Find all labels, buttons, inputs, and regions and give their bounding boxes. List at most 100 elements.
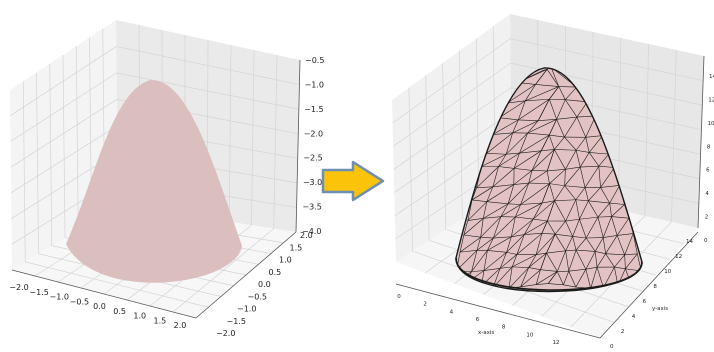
mesh-edge xyxy=(590,267,598,289)
mesh-edge xyxy=(575,187,586,200)
mesh-edge xyxy=(554,200,566,222)
mesh-edge xyxy=(563,271,570,285)
grid-line xyxy=(392,38,511,124)
mesh-edge xyxy=(508,267,529,289)
mesh-edge xyxy=(579,219,587,239)
mesh-edge xyxy=(482,201,488,219)
mesh-edge xyxy=(575,237,587,251)
mesh-edge xyxy=(554,185,565,201)
right-z-tick-2: 4 xyxy=(705,191,709,197)
mesh-edge xyxy=(492,166,499,187)
grid-line xyxy=(394,111,512,193)
mesh-edge xyxy=(520,202,542,205)
mesh-edge xyxy=(598,165,615,168)
grid-line xyxy=(459,50,463,219)
mesh-edge xyxy=(507,182,529,205)
mesh-edge xyxy=(527,132,550,136)
mesh-edge xyxy=(579,216,599,220)
mesh-edge xyxy=(486,152,507,155)
mesh-edge xyxy=(617,233,634,236)
mesh-edge xyxy=(535,233,543,255)
mesh-edge xyxy=(511,218,534,238)
mesh-edge xyxy=(512,120,539,134)
mesh-edge xyxy=(524,233,542,235)
left-y-tick-1: −1.5 xyxy=(227,317,246,326)
mesh-edge xyxy=(550,67,577,88)
grid-line xyxy=(251,49,255,226)
mesh-edge xyxy=(493,216,516,239)
mesh-edge xyxy=(528,170,533,184)
mesh-edge xyxy=(584,166,600,188)
mesh-edge xyxy=(486,132,513,154)
grid-line xyxy=(172,228,274,313)
mesh-edge xyxy=(596,253,606,268)
mesh-edge xyxy=(536,252,547,256)
mesh-edge xyxy=(516,233,543,255)
mesh-edge xyxy=(579,200,589,220)
mesh-edge xyxy=(532,202,543,220)
right-y-axis-label: y-axis xyxy=(652,306,668,312)
mesh-edge xyxy=(565,236,573,251)
mesh-edge xyxy=(507,84,536,104)
right-y-tick-6: 12 xyxy=(675,254,682,260)
mesh-edge xyxy=(550,67,560,87)
mesh-edge xyxy=(575,199,589,202)
left-y-tick-6: 1.0 xyxy=(279,256,292,265)
mesh-edge xyxy=(598,153,610,167)
mesh-edge xyxy=(624,233,634,255)
mesh-edge xyxy=(483,203,509,219)
mesh-edge xyxy=(575,199,580,220)
mesh-edge xyxy=(480,216,502,238)
mesh-edge xyxy=(516,234,525,255)
mesh-edge xyxy=(588,200,610,204)
mesh-edge xyxy=(498,152,520,167)
right-z-tick-5: 10 xyxy=(708,121,714,127)
mesh-edge xyxy=(541,220,548,234)
mesh-edge xyxy=(492,132,513,135)
mesh-edge xyxy=(511,254,518,267)
mesh-edge xyxy=(463,234,481,238)
mesh-edge xyxy=(541,200,555,204)
mesh-edge xyxy=(614,254,625,268)
mesh-edge xyxy=(557,250,566,272)
mesh-edge xyxy=(576,249,596,252)
mesh-edge xyxy=(492,168,515,188)
mesh-edge xyxy=(517,100,526,121)
mesh-edge xyxy=(471,250,478,272)
mesh-edge xyxy=(572,236,587,239)
right-y-tick-1: 2 xyxy=(621,329,625,335)
mesh-edge xyxy=(588,135,603,153)
mesh-edge xyxy=(611,204,625,217)
mesh-edge xyxy=(533,200,555,220)
mesh-edge xyxy=(515,204,521,218)
mesh-edge xyxy=(515,216,534,220)
left-y-tick-2: −1.0 xyxy=(237,305,256,314)
mesh-edge xyxy=(535,84,559,87)
mesh-edge xyxy=(507,184,515,204)
mesh-edge xyxy=(568,268,586,272)
mesh-edge xyxy=(554,220,566,235)
mesh-edge xyxy=(535,269,541,285)
mesh-edge xyxy=(585,137,590,153)
mesh-edge xyxy=(609,202,625,205)
mesh-edge xyxy=(525,86,559,102)
mesh-edge xyxy=(506,234,525,253)
mesh-edge xyxy=(597,216,612,218)
mesh-edge xyxy=(564,136,577,151)
left-x-tick-1: −1.5 xyxy=(29,288,48,297)
mesh-edge xyxy=(585,216,599,239)
right-y-tick-0: 0 xyxy=(610,344,614,350)
mesh-edge xyxy=(499,117,519,121)
grid-line xyxy=(228,44,232,222)
mesh-edge xyxy=(499,100,526,118)
mesh-edge xyxy=(536,283,549,285)
mesh-edge xyxy=(556,99,566,120)
left-x-tick-5: 0.5 xyxy=(113,307,126,316)
mesh-edge xyxy=(471,187,477,201)
mesh-edge xyxy=(624,204,630,219)
right-arrow-icon xyxy=(321,160,385,202)
mesh-edge xyxy=(602,237,606,254)
mesh-edge xyxy=(603,235,618,238)
mesh-edge xyxy=(528,170,548,184)
